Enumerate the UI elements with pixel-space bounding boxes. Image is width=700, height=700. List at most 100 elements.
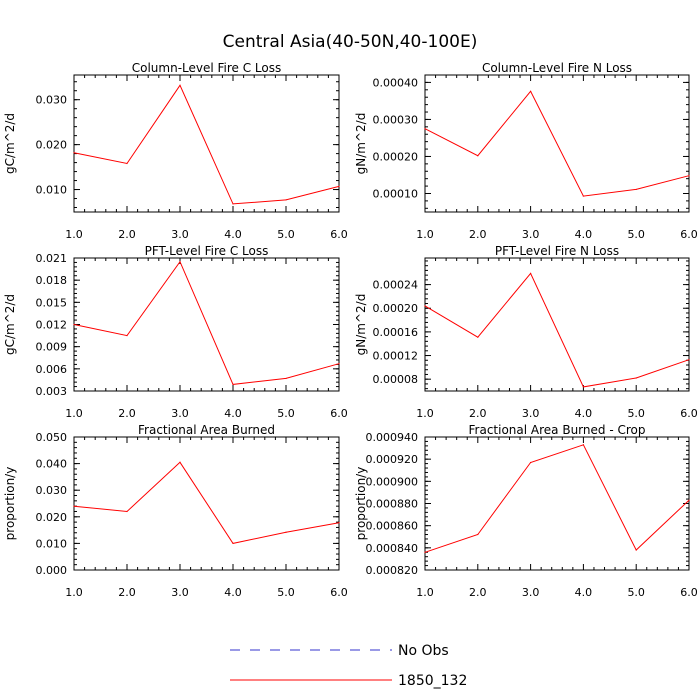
x-tick-label: 6.0 bbox=[330, 228, 348, 241]
x-tick-label: 6.0 bbox=[330, 407, 348, 420]
y-axis-label: gN/m^2/d bbox=[354, 113, 368, 175]
x-tick-label: 4.0 bbox=[224, 407, 242, 420]
series-line bbox=[73, 84, 340, 205]
data-point bbox=[73, 152, 75, 154]
panel-2: Column-Level Fire N Loss gN/m^2/d 1.0 2.0 3.… bbox=[354, 61, 698, 241]
data-point bbox=[338, 363, 340, 365]
legend-series-label: 1850_132 bbox=[398, 673, 467, 689]
y-tick-label: 0.000900 bbox=[366, 475, 419, 488]
data-point bbox=[338, 185, 340, 187]
data-point bbox=[688, 359, 690, 361]
data-point bbox=[285, 531, 287, 533]
x-tick-label: 3.0 bbox=[522, 228, 540, 241]
y-tick-label: 0.000840 bbox=[366, 542, 419, 555]
x-tick-label: 6.0 bbox=[680, 228, 698, 241]
y-tick-label: 0.015 bbox=[36, 296, 68, 309]
y-tick-label: 0.00024 bbox=[373, 279, 419, 292]
y-tick-label: 0.040 bbox=[36, 458, 68, 471]
y-tick-label: 0.020 bbox=[36, 139, 68, 152]
panel-5: Fractional Area Burned proportion/y 1.0 2.0… bbox=[3, 423, 348, 599]
data-point bbox=[530, 272, 532, 274]
x-tick-label: 1.0 bbox=[65, 586, 83, 599]
panel-title: Column-Level Fire C Loss bbox=[132, 61, 282, 75]
y-tick-label: 0.00040 bbox=[373, 76, 419, 89]
y-tick-label: 0.000860 bbox=[366, 520, 419, 533]
data-point bbox=[285, 377, 287, 380]
x-tick-label: 4.0 bbox=[224, 228, 242, 241]
data-point bbox=[582, 386, 585, 388]
data-point bbox=[635, 377, 637, 379]
y-axis-label: gC/m^2/d bbox=[3, 294, 17, 355]
y-tick-label: 0.00020 bbox=[373, 150, 419, 163]
y-tick-label: 0.000880 bbox=[366, 498, 419, 511]
data-point bbox=[179, 461, 181, 463]
y-tick-label: 0.010 bbox=[36, 184, 68, 197]
legend-no-obs-label: No Obs bbox=[398, 643, 449, 659]
data-point bbox=[582, 195, 585, 197]
y-tick-label: 0.000 bbox=[36, 564, 68, 577]
y-tick-label: 0.00012 bbox=[373, 350, 419, 363]
y-tick-label: 0.000920 bbox=[366, 453, 419, 466]
data-point bbox=[424, 128, 426, 130]
data-point bbox=[635, 549, 637, 551]
y-tick-label: 0.003 bbox=[36, 385, 68, 398]
series-line bbox=[73, 461, 340, 544]
plot-frame bbox=[424, 74, 690, 213]
data-point bbox=[126, 334, 128, 337]
x-tick-label: 5.0 bbox=[277, 228, 295, 241]
x-tick-label: 4.0 bbox=[575, 586, 593, 599]
data-point bbox=[179, 84, 181, 86]
data-point bbox=[179, 261, 181, 263]
plot-frame bbox=[424, 436, 690, 571]
y-tick-label: 0.00020 bbox=[373, 302, 419, 315]
plot-frame bbox=[424, 257, 690, 392]
series-line bbox=[424, 272, 690, 388]
x-tick-label: 2.0 bbox=[118, 407, 136, 420]
x-tick-label: 3.0 bbox=[522, 407, 540, 420]
x-tick-label: 3.0 bbox=[171, 407, 189, 420]
series-line bbox=[424, 444, 690, 553]
y-tick-label: 0.006 bbox=[36, 363, 68, 376]
plot-frame bbox=[73, 257, 340, 392]
y-axis-label: proportion/y bbox=[354, 467, 368, 541]
figure-title: Central Asia(40-50N,40-100E) bbox=[223, 32, 478, 52]
x-tick-label: 5.0 bbox=[627, 407, 645, 420]
y-axis-label: gC/m^2/d bbox=[3, 113, 17, 174]
y-axis-label: proportion/y bbox=[3, 467, 17, 541]
data-point bbox=[582, 444, 585, 446]
x-tick-label: 1.0 bbox=[416, 586, 434, 599]
x-tick-label: 2.0 bbox=[469, 228, 487, 241]
y-tick-label: 0.018 bbox=[36, 274, 68, 287]
data-point bbox=[232, 542, 234, 545]
panel-title: PFT-Level Fire C Loss bbox=[145, 244, 269, 258]
y-tick-label: 0.00016 bbox=[373, 326, 419, 339]
y-tick-label: 0.000940 bbox=[366, 431, 419, 444]
panel-4: PFT-Level Fire N Loss gN/m^2/d 1.0 2.0 3.0 4.… bbox=[354, 244, 698, 420]
x-tick-label: 6.0 bbox=[680, 586, 698, 599]
panel-title: PFT-Level Fire N Loss bbox=[495, 244, 619, 258]
y-tick-label: 0.009 bbox=[36, 341, 68, 354]
data-point bbox=[530, 461, 532, 464]
y-tick-label: 0.030 bbox=[36, 94, 68, 107]
panel-3: PFT-Level Fire C Loss gC/m^2/d 1.0 2.0 3.0 4.… bbox=[3, 244, 348, 420]
data-point bbox=[424, 551, 426, 553]
data-point bbox=[338, 522, 340, 524]
series-line bbox=[73, 260, 340, 385]
x-tick-label: 5.0 bbox=[277, 407, 295, 420]
data-point bbox=[688, 499, 690, 501]
y-tick-label: 0.021 bbox=[36, 252, 68, 265]
data-point bbox=[477, 533, 479, 536]
panel-title: Fractional Area Burned - Crop bbox=[469, 423, 646, 437]
panel-6: Fractional Area Burned - Crop proportion/… bbox=[354, 423, 698, 599]
data-point bbox=[477, 155, 479, 157]
x-tick-label: 6.0 bbox=[680, 407, 698, 420]
plot-frame bbox=[73, 74, 340, 213]
panels: Column-Level Fire C Loss gC/m^2/d 1.0 2.0 3.… bbox=[3, 61, 698, 599]
y-axis-label: gN/m^2/d bbox=[354, 294, 368, 356]
x-tick-label: 1.0 bbox=[416, 228, 434, 241]
panel-1: Column-Level Fire C Loss gC/m^2/d 1.0 2.0 3.… bbox=[3, 61, 348, 241]
x-tick-label: 5.0 bbox=[277, 586, 295, 599]
data-point bbox=[232, 203, 234, 205]
x-tick-label: 5.0 bbox=[627, 228, 645, 241]
